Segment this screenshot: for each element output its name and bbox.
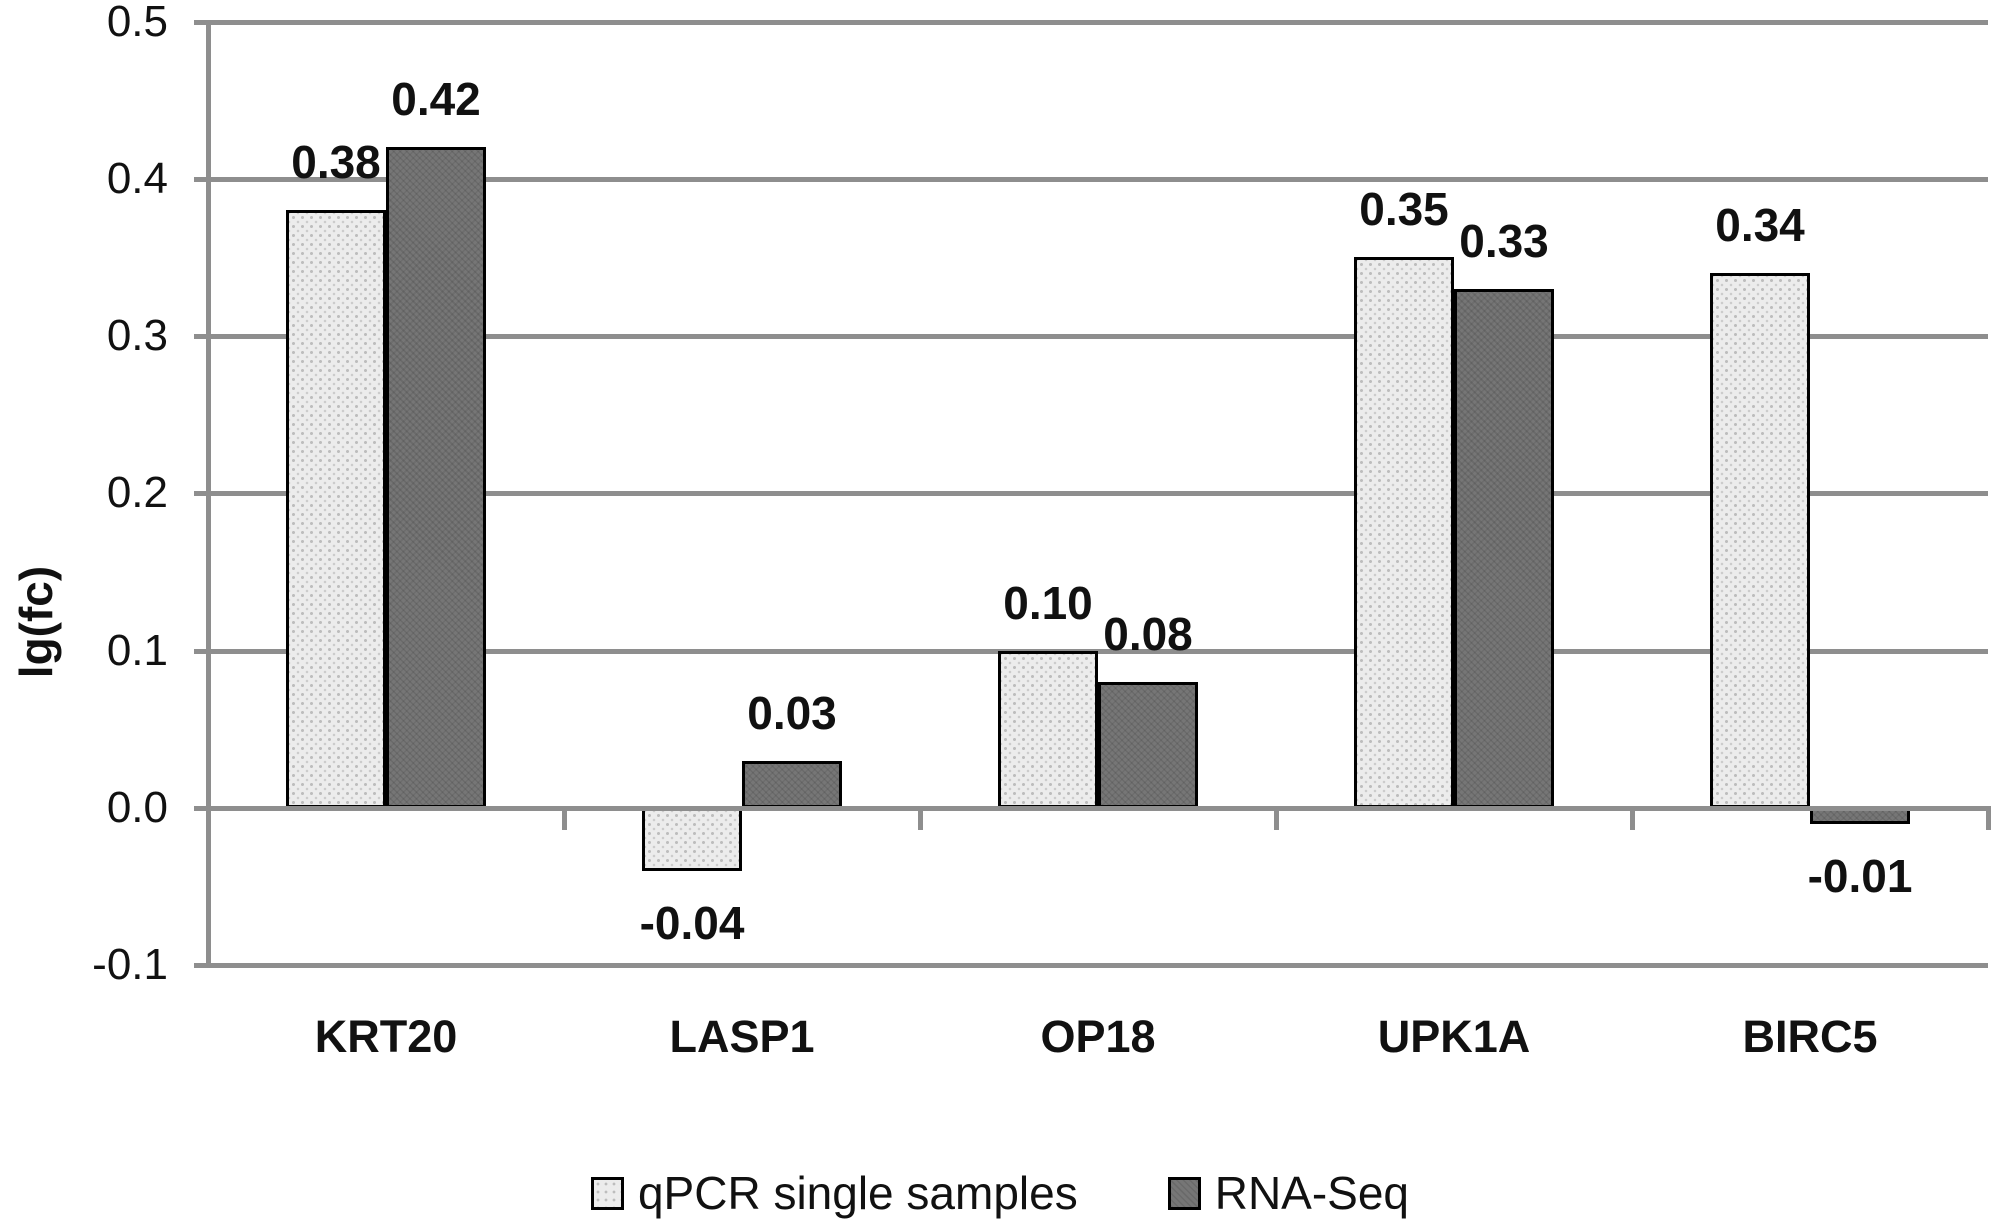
legend-swatch-icon <box>1167 1176 1201 1210</box>
category-label-LASP1: LASP1 <box>669 1011 815 1062</box>
y-axis-tick-0.3 <box>194 334 208 340</box>
category-axis-tick <box>1629 806 1635 830</box>
data-label-RNA-Seq-UPK1A: 0.33 <box>1459 214 1549 267</box>
data-label-qPCR-single-samples-UPK1A: 0.35 <box>1359 183 1449 236</box>
y-tick-label-0.0: 0.0 <box>106 783 168 832</box>
legend-label: RNA-Seq <box>1214 1167 1410 1219</box>
y-axis-tick-0.2 <box>194 491 208 497</box>
category-label-UPK1A: UPK1A <box>1377 1011 1531 1062</box>
bar-qPCR-single-samples-BIRC5 <box>1710 273 1810 808</box>
bar-RNA-Seq-KRT20 <box>386 147 486 808</box>
gridline-0.1 <box>208 648 1988 654</box>
gridline-0.2 <box>208 491 1988 497</box>
y-tick-label-0.4: 0.4 <box>106 153 168 203</box>
data-label-RNA-Seq-OP18: 0.08 <box>1103 608 1193 661</box>
category-axis-tick <box>561 806 567 830</box>
bar-qPCR-single-samples-KRT20 <box>286 210 386 808</box>
y-axis-tick-0.1 <box>194 648 208 654</box>
gridline-0.0 <box>208 806 1988 811</box>
data-label-RNA-Seq-BIRC5: -0.01 <box>1807 849 1913 902</box>
y-tick-label-0.1: 0.1 <box>106 625 168 675</box>
category-axis-tick <box>1273 806 1279 830</box>
y-tick-label-0.2: 0.2 <box>106 468 168 518</box>
data-label-qPCR-single-samples-KRT20: 0.38 <box>291 136 381 189</box>
bar-qPCR-single-samples-UPK1A <box>1354 257 1454 808</box>
legend-swatch-icon <box>590 1176 624 1210</box>
category-label-OP18: OP18 <box>1040 1011 1156 1062</box>
legend-item-qPCR-single-samples: qPCR single samples <box>590 1166 1078 1220</box>
data-label-RNA-Seq-LASP1: 0.03 <box>747 686 837 739</box>
legend-item-RNA-Seq: RNA-Seq <box>1167 1166 1410 1220</box>
data-label-qPCR-single-samples-BIRC5: 0.34 <box>1715 199 1805 252</box>
data-label-RNA-Seq-KRT20: 0.42 <box>391 73 481 126</box>
y-axis-tick--0.1 <box>194 963 208 969</box>
bar-RNA-Seq-OP18 <box>1098 682 1198 808</box>
category-axis-tick <box>917 806 923 830</box>
data-label-qPCR-single-samples-LASP1: -0.04 <box>639 896 745 949</box>
gridline-0.4 <box>208 176 1988 182</box>
bar-RNA-Seq-LASP1 <box>742 760 842 808</box>
y-axis-tick-0.5 <box>194 19 208 25</box>
y-tick-label--0.1: -0.1 <box>92 940 168 990</box>
gridline-0.3 <box>208 334 1988 340</box>
y-axis-tick-0.4 <box>194 176 208 182</box>
category-axis-tick <box>1985 806 1991 830</box>
gridline--0.1 <box>208 963 1988 969</box>
bar-qPCR-single-samples-OP18 <box>998 650 1098 808</box>
y-axis-line <box>206 19 211 969</box>
legend-label: qPCR single samples <box>637 1167 1078 1219</box>
category-label-KRT20: KRT20 <box>314 1011 458 1062</box>
y-tick-label-0.5: 0.5 <box>106 0 168 46</box>
y-axis-tick-0.0 <box>194 806 208 811</box>
category-label-BIRC5: BIRC5 <box>1742 1011 1878 1062</box>
bar-qPCR-single-samples-LASP1 <box>642 808 742 871</box>
bar-RNA-Seq-UPK1A <box>1454 288 1554 808</box>
data-label-qPCR-single-samples-OP18: 0.10 <box>1003 576 1093 629</box>
legend: qPCR single samples RNA-Seq <box>0 1166 2000 1220</box>
y-tick-label-0.3: 0.3 <box>106 311 168 361</box>
gridline-0.5 <box>208 19 1988 25</box>
